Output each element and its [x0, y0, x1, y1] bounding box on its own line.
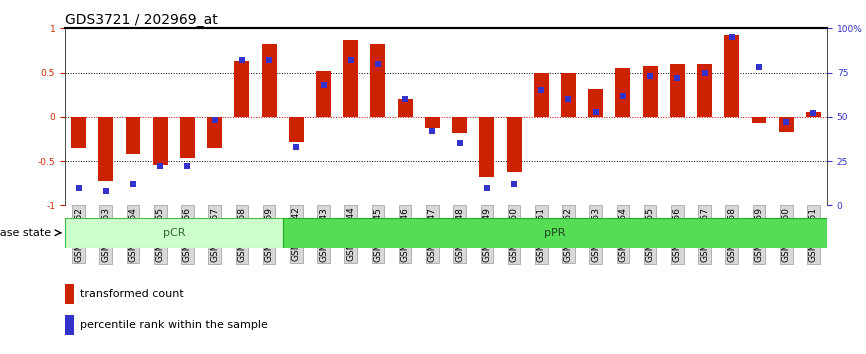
- Text: pCR: pCR: [163, 228, 185, 238]
- Bar: [452, 117, 467, 133]
- Point: [698, 70, 712, 75]
- Point: [670, 75, 684, 81]
- Point: [779, 119, 793, 125]
- Point: [480, 185, 494, 190]
- Bar: [669, 64, 685, 117]
- Bar: [616, 68, 630, 117]
- Bar: [397, 99, 412, 117]
- Bar: [65, 315, 74, 335]
- Point: [317, 82, 331, 88]
- Point: [425, 128, 439, 134]
- Bar: [235, 61, 249, 117]
- Text: transformed count: transformed count: [81, 289, 184, 299]
- Bar: [752, 117, 766, 123]
- Point: [561, 96, 575, 102]
- Point: [153, 164, 167, 169]
- Bar: [343, 40, 359, 117]
- Bar: [126, 117, 140, 154]
- Point: [806, 110, 820, 116]
- Point: [398, 96, 412, 102]
- Bar: [806, 113, 821, 117]
- Point: [344, 57, 358, 63]
- Bar: [588, 88, 603, 117]
- Bar: [425, 117, 440, 129]
- Bar: [724, 35, 740, 117]
- Bar: [316, 71, 331, 117]
- Point: [534, 87, 548, 93]
- Point: [643, 73, 657, 79]
- Bar: [533, 73, 549, 117]
- Text: percentile rank within the sample: percentile rank within the sample: [81, 320, 268, 330]
- Bar: [262, 44, 276, 117]
- Point: [725, 34, 739, 40]
- Point: [589, 109, 603, 114]
- Bar: [697, 64, 712, 117]
- Point: [126, 181, 140, 187]
- Point: [752, 64, 766, 70]
- Bar: [643, 67, 657, 117]
- Point: [507, 181, 521, 187]
- Point: [453, 141, 467, 146]
- Bar: [65, 284, 74, 304]
- Point: [289, 144, 303, 150]
- Bar: [479, 117, 494, 177]
- Bar: [207, 117, 222, 148]
- Point: [99, 188, 113, 194]
- Bar: [152, 117, 168, 166]
- Bar: [71, 117, 86, 148]
- Text: GDS3721 / 202969_at: GDS3721 / 202969_at: [65, 13, 217, 27]
- Text: disease state: disease state: [0, 228, 51, 238]
- Bar: [65, 218, 282, 248]
- Bar: [288, 117, 304, 142]
- Point: [235, 57, 249, 63]
- Text: pPR: pPR: [544, 228, 565, 238]
- Point: [371, 61, 385, 67]
- Bar: [507, 117, 521, 172]
- Point: [180, 164, 194, 169]
- Bar: [561, 73, 576, 117]
- Point: [616, 93, 630, 98]
- Bar: [779, 117, 793, 132]
- Bar: [282, 218, 827, 248]
- Point: [208, 118, 222, 123]
- Point: [72, 185, 86, 190]
- Bar: [180, 117, 195, 158]
- Bar: [98, 117, 113, 181]
- Point: [262, 57, 276, 63]
- Bar: [371, 44, 385, 117]
